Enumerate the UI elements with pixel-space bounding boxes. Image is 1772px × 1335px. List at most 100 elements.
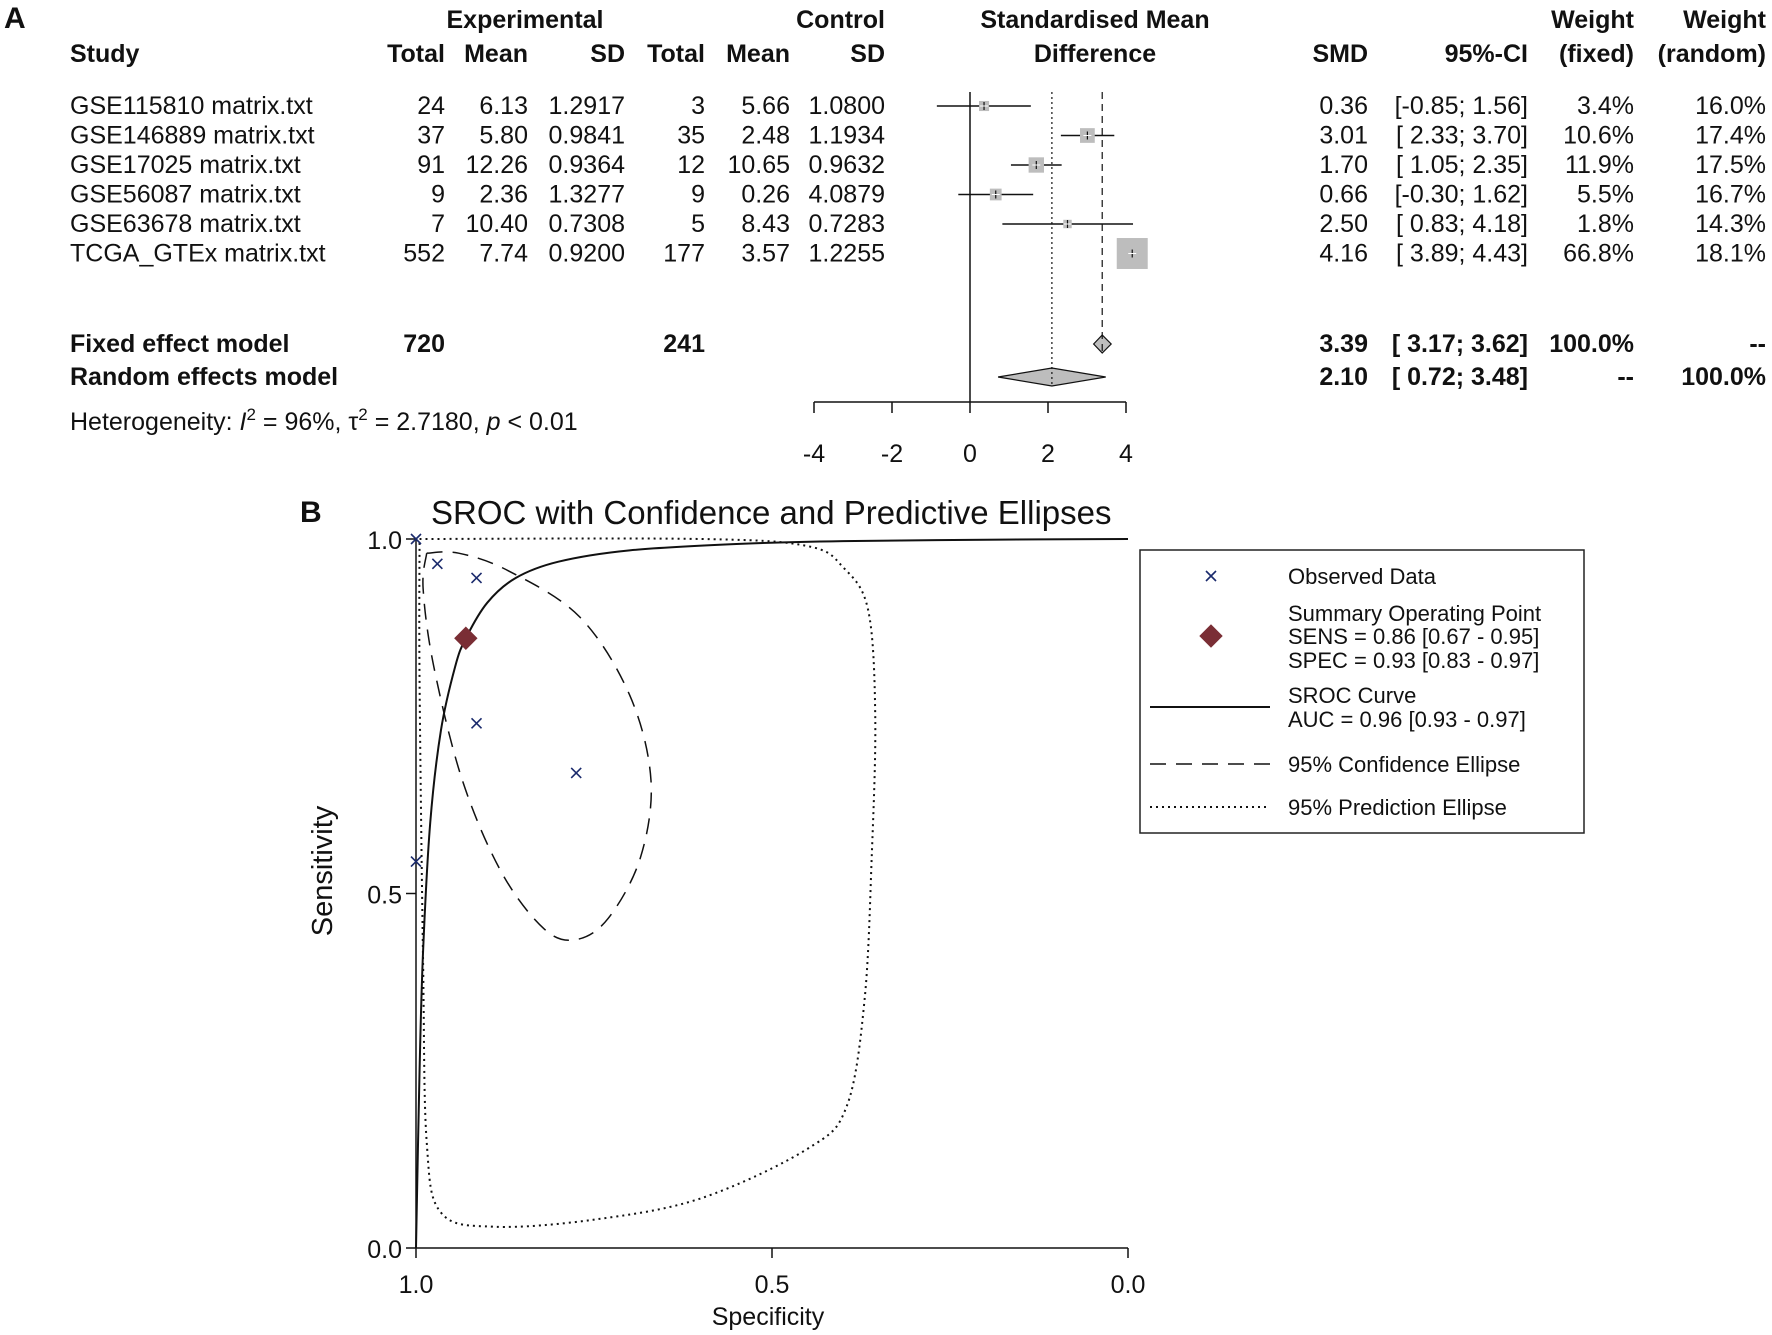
ctrl-total: 177 bbox=[663, 240, 705, 268]
forest-x-axis-ticks: -4 -2 0 2 4 bbox=[803, 402, 1133, 468]
smd-value: 1.70 bbox=[1319, 151, 1368, 179]
sroc-legend: Observed Data Summary Operating Point SE… bbox=[1139, 549, 1585, 834]
ctrl-sd: 0.9632 bbox=[809, 151, 885, 179]
ci-value: [ 3.89; 4.43] bbox=[1396, 240, 1528, 268]
summary-name: Fixed effect model bbox=[70, 330, 290, 358]
header-weight-fixed-2: (fixed) bbox=[1559, 40, 1634, 68]
ctrl-mean: 2.48 bbox=[741, 122, 790, 150]
summary-ci: [ 0.72; 3.48] bbox=[1392, 363, 1528, 391]
header-experimental: Experimental bbox=[446, 6, 603, 34]
summary-ctrl-total: 241 bbox=[663, 330, 705, 358]
heterogeneity-text: Heterogeneity: I2 = 96%, τ2 = 2.7180, p … bbox=[70, 405, 578, 436]
weight-random: 16.7% bbox=[1695, 181, 1766, 209]
legend-summary-label: Summary Operating Point bbox=[1288, 601, 1541, 626]
legend-sroc-auc: AUC = 0.96 [0.93 - 0.97] bbox=[1288, 707, 1526, 732]
exp-mean: 12.26 bbox=[465, 151, 528, 179]
forest-x-tick-label: 2 bbox=[1041, 440, 1055, 468]
confidence-ellipse bbox=[422, 551, 653, 941]
exp-total: 91 bbox=[417, 151, 445, 179]
legend-prediction-label: 95% Prediction Ellipse bbox=[1288, 795, 1507, 820]
study-row: GSE146889 matrix.txt 37 5.80 0.9841 35 2.48 1.… bbox=[70, 122, 1766, 150]
weight-fixed: 10.6% bbox=[1563, 122, 1634, 150]
legend-confidence-label: 95% Confidence Ellipse bbox=[1288, 752, 1520, 777]
header-e-sd: SD bbox=[590, 40, 625, 68]
observed-data-point bbox=[431, 558, 443, 570]
study-row: TCGA_GTEx matrix.txt 552 7.74 0.9200 177 3.57… bbox=[70, 240, 1766, 268]
exp-total: 7 bbox=[431, 210, 445, 238]
study-row: GSE56087 matrix.txt 9 2.36 1.3277 9 0.26 4.087… bbox=[70, 181, 1766, 209]
ctrl-sd: 4.0879 bbox=[809, 181, 885, 209]
study-row: GSE63678 matrix.txt 7 10.40 0.7308 5 8.43 0.72… bbox=[70, 210, 1766, 238]
weight-fixed: 5.5% bbox=[1577, 181, 1634, 209]
ctrl-total: 9 bbox=[691, 181, 705, 209]
weight-random: 16.0% bbox=[1695, 92, 1766, 120]
weight-random: 18.1% bbox=[1695, 240, 1766, 268]
ctrl-mean: 3.57 bbox=[741, 240, 790, 268]
exp-mean: 2.36 bbox=[479, 181, 528, 209]
exp-sd: 0.9200 bbox=[549, 240, 625, 268]
sroc-y-tick-label: 0.0 bbox=[367, 1236, 402, 1264]
ci-value: [-0.85; 1.56] bbox=[1395, 92, 1528, 120]
sroc-x-tick-label: 1.0 bbox=[399, 1271, 434, 1299]
legend-observed-label: Observed Data bbox=[1288, 564, 1437, 589]
weight-fixed: 3.4% bbox=[1577, 92, 1634, 120]
ctrl-sd: 1.0800 bbox=[809, 92, 885, 120]
sroc-curve bbox=[415, 538, 1129, 1249]
header-study: Study bbox=[70, 40, 140, 68]
forest-x-tick-label: -4 bbox=[803, 440, 825, 468]
exp-total: 9 bbox=[431, 181, 445, 209]
exp-mean: 7.74 bbox=[479, 240, 528, 268]
study-rows: GSE115810 matrix.txt 24 6.13 1.2917 3 5.66 1.0… bbox=[70, 92, 1766, 268]
header-smd-title-2: Difference bbox=[1034, 40, 1156, 68]
exp-sd: 1.3277 bbox=[549, 181, 625, 209]
header-e-total: Total bbox=[387, 40, 445, 68]
ctrl-mean: 0.26 bbox=[741, 181, 790, 209]
ci-value: [-0.30; 1.62] bbox=[1395, 181, 1528, 209]
header-weight-random-1: Weight bbox=[1683, 6, 1767, 34]
summary-smd: 2.10 bbox=[1319, 363, 1368, 391]
observed-data-point bbox=[570, 767, 582, 779]
legend-observed-marker bbox=[1205, 570, 1217, 582]
smd-value: 0.66 bbox=[1319, 181, 1368, 209]
study-name: GSE63678 matrix.txt bbox=[70, 210, 301, 238]
ctrl-sd: 1.1934 bbox=[809, 122, 886, 150]
observed-data-point bbox=[410, 856, 422, 868]
summary-operating-point bbox=[454, 626, 478, 650]
weight-fixed: 66.8% bbox=[1563, 240, 1634, 268]
summary-row: Random effects model 2.10 [ 0.72; 3.48] -- 1… bbox=[70, 363, 1766, 391]
summary-row: Fixed effect model 720 241 3.39 [ 3.17; 3.62… bbox=[70, 330, 1766, 358]
header-c-total: Total bbox=[647, 40, 705, 68]
ci-value: [ 2.33; 3.70] bbox=[1396, 122, 1528, 150]
sroc-x-tick-label: 0.0 bbox=[1111, 1271, 1146, 1299]
sroc-y-tick-label: 0.5 bbox=[367, 882, 402, 910]
forest-graphic bbox=[814, 92, 1148, 403]
summary-ci: [ 3.17; 3.62] bbox=[1392, 330, 1528, 358]
weight-random: 17.4% bbox=[1695, 122, 1766, 150]
smd-value: 2.50 bbox=[1319, 210, 1368, 238]
legend-summary-marker bbox=[1199, 624, 1223, 648]
header-smd: SMD bbox=[1312, 40, 1368, 68]
study-name: GSE115810 matrix.txt bbox=[70, 92, 313, 120]
legend-summary-spec: SPEC = 0.93 [0.83 - 0.97] bbox=[1288, 648, 1539, 673]
study-name: GSE146889 matrix.txt bbox=[70, 122, 315, 150]
summary-rows: Fixed effect model 720 241 3.39 [ 3.17; 3.62… bbox=[70, 330, 1766, 391]
legend-summary-sens: SENS = 0.86 [0.67 - 0.95] bbox=[1288, 624, 1539, 649]
header-control: Control bbox=[796, 6, 885, 34]
weight-random: 17.5% bbox=[1695, 151, 1766, 179]
observed-data-point bbox=[470, 717, 483, 729]
legend-box bbox=[1139, 549, 1585, 834]
ctrl-total: 12 bbox=[677, 151, 705, 179]
ctrl-total: 35 bbox=[677, 122, 705, 150]
sroc-xlabel: Specificity bbox=[712, 1303, 825, 1331]
exp-total: 37 bbox=[417, 122, 445, 150]
study-name: GSE17025 matrix.txt bbox=[70, 151, 301, 179]
exp-sd: 0.9364 bbox=[549, 151, 626, 179]
exp-mean: 10.40 bbox=[465, 210, 528, 238]
observed-data-point bbox=[470, 572, 483, 584]
ctrl-sd: 0.7283 bbox=[809, 210, 885, 238]
study-name: GSE56087 matrix.txt bbox=[70, 181, 301, 209]
exp-mean: 5.80 bbox=[479, 122, 528, 150]
legend-observed-cross bbox=[1205, 570, 1217, 582]
summary-weight-fixed: -- bbox=[1617, 363, 1634, 391]
weight-fixed: 11.9% bbox=[1565, 151, 1634, 179]
